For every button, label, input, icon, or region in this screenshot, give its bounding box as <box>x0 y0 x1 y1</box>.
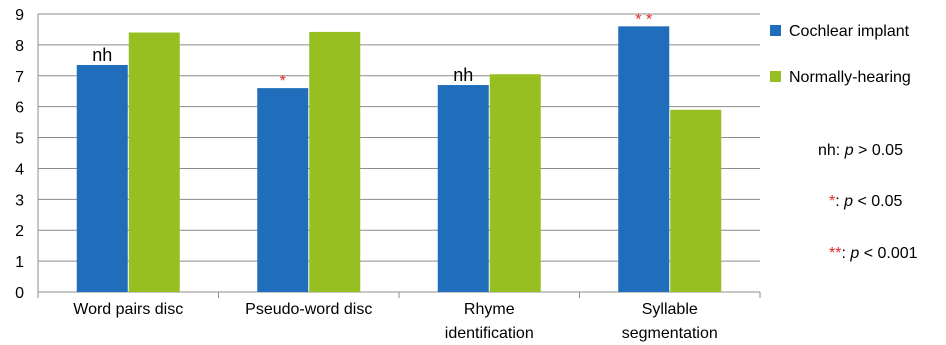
bar-normal-2 <box>489 74 541 292</box>
note-double-star-p: p <box>850 245 860 262</box>
bar-cochlear-2 <box>437 85 489 293</box>
y-tick-label-0: 0 <box>15 285 24 302</box>
x-category-label-2-line-1: identification <box>445 325 534 342</box>
y-tick-label-1: 1 <box>15 254 24 271</box>
y-tick-label-6: 6 <box>15 100 24 117</box>
x-category-label-0: Word pairs disc <box>73 301 183 318</box>
bar-annotation-2: nh <box>453 65 473 85</box>
bar-cochlear-0 <box>76 64 128 292</box>
x-category-label-2-line-0: Rhyme <box>464 301 515 318</box>
note-star-p: p <box>844 193 854 210</box>
y-tick-label-3: 3 <box>15 192 24 209</box>
bar-annotation-3: * * <box>635 11 652 28</box>
y-tick-label-9: 9 <box>15 7 24 24</box>
legend-label-1: Normally-hearing <box>789 69 911 86</box>
note-nh-p: p <box>844 142 854 159</box>
bar-cochlear-3 <box>618 26 670 292</box>
note-nh: nh: p > 0.05 <box>818 142 903 160</box>
note-star-symbol: * <box>829 193 836 210</box>
legend-swatch-1 <box>770 71 781 82</box>
note-double-star-colon: : <box>841 245 851 262</box>
note-star-colon: : <box>835 193 845 210</box>
note-nh-prefix: nh: <box>818 142 845 159</box>
y-tick-label-5: 5 <box>15 131 24 148</box>
legend-swatch-0 <box>770 25 781 36</box>
x-category-label-3-line-0: Syllable <box>642 301 698 318</box>
y-tick-label-8: 8 <box>15 38 24 55</box>
note-star-rest: < 0.05 <box>853 193 903 210</box>
bar-annotation-1: * <box>280 73 286 90</box>
note-double-star: **: p < 0.001 <box>829 245 918 263</box>
y-tick-label-4: 4 <box>15 161 24 178</box>
x-category-label-1: Pseudo-word disc <box>245 301 372 318</box>
y-tick-label-7: 7 <box>15 69 24 86</box>
note-nh-rest: > 0.05 <box>853 142 903 159</box>
bar-cochlear-1 <box>257 88 309 292</box>
bar-normal-0 <box>128 32 180 293</box>
y-tick-label-2: 2 <box>15 223 24 240</box>
x-category-label-3-line-1: segmentation <box>622 325 718 342</box>
note-double-star-symbol: ** <box>829 245 842 262</box>
legend-label-0: Cochlear implant <box>789 23 910 40</box>
bar-normal-1 <box>309 31 361 292</box>
bar-normal-3 <box>670 109 722 292</box>
note-star: *: p < 0.05 <box>829 193 902 211</box>
note-double-star-rest: < 0.001 <box>859 245 918 262</box>
bar-annotation-0: nh <box>92 45 112 65</box>
